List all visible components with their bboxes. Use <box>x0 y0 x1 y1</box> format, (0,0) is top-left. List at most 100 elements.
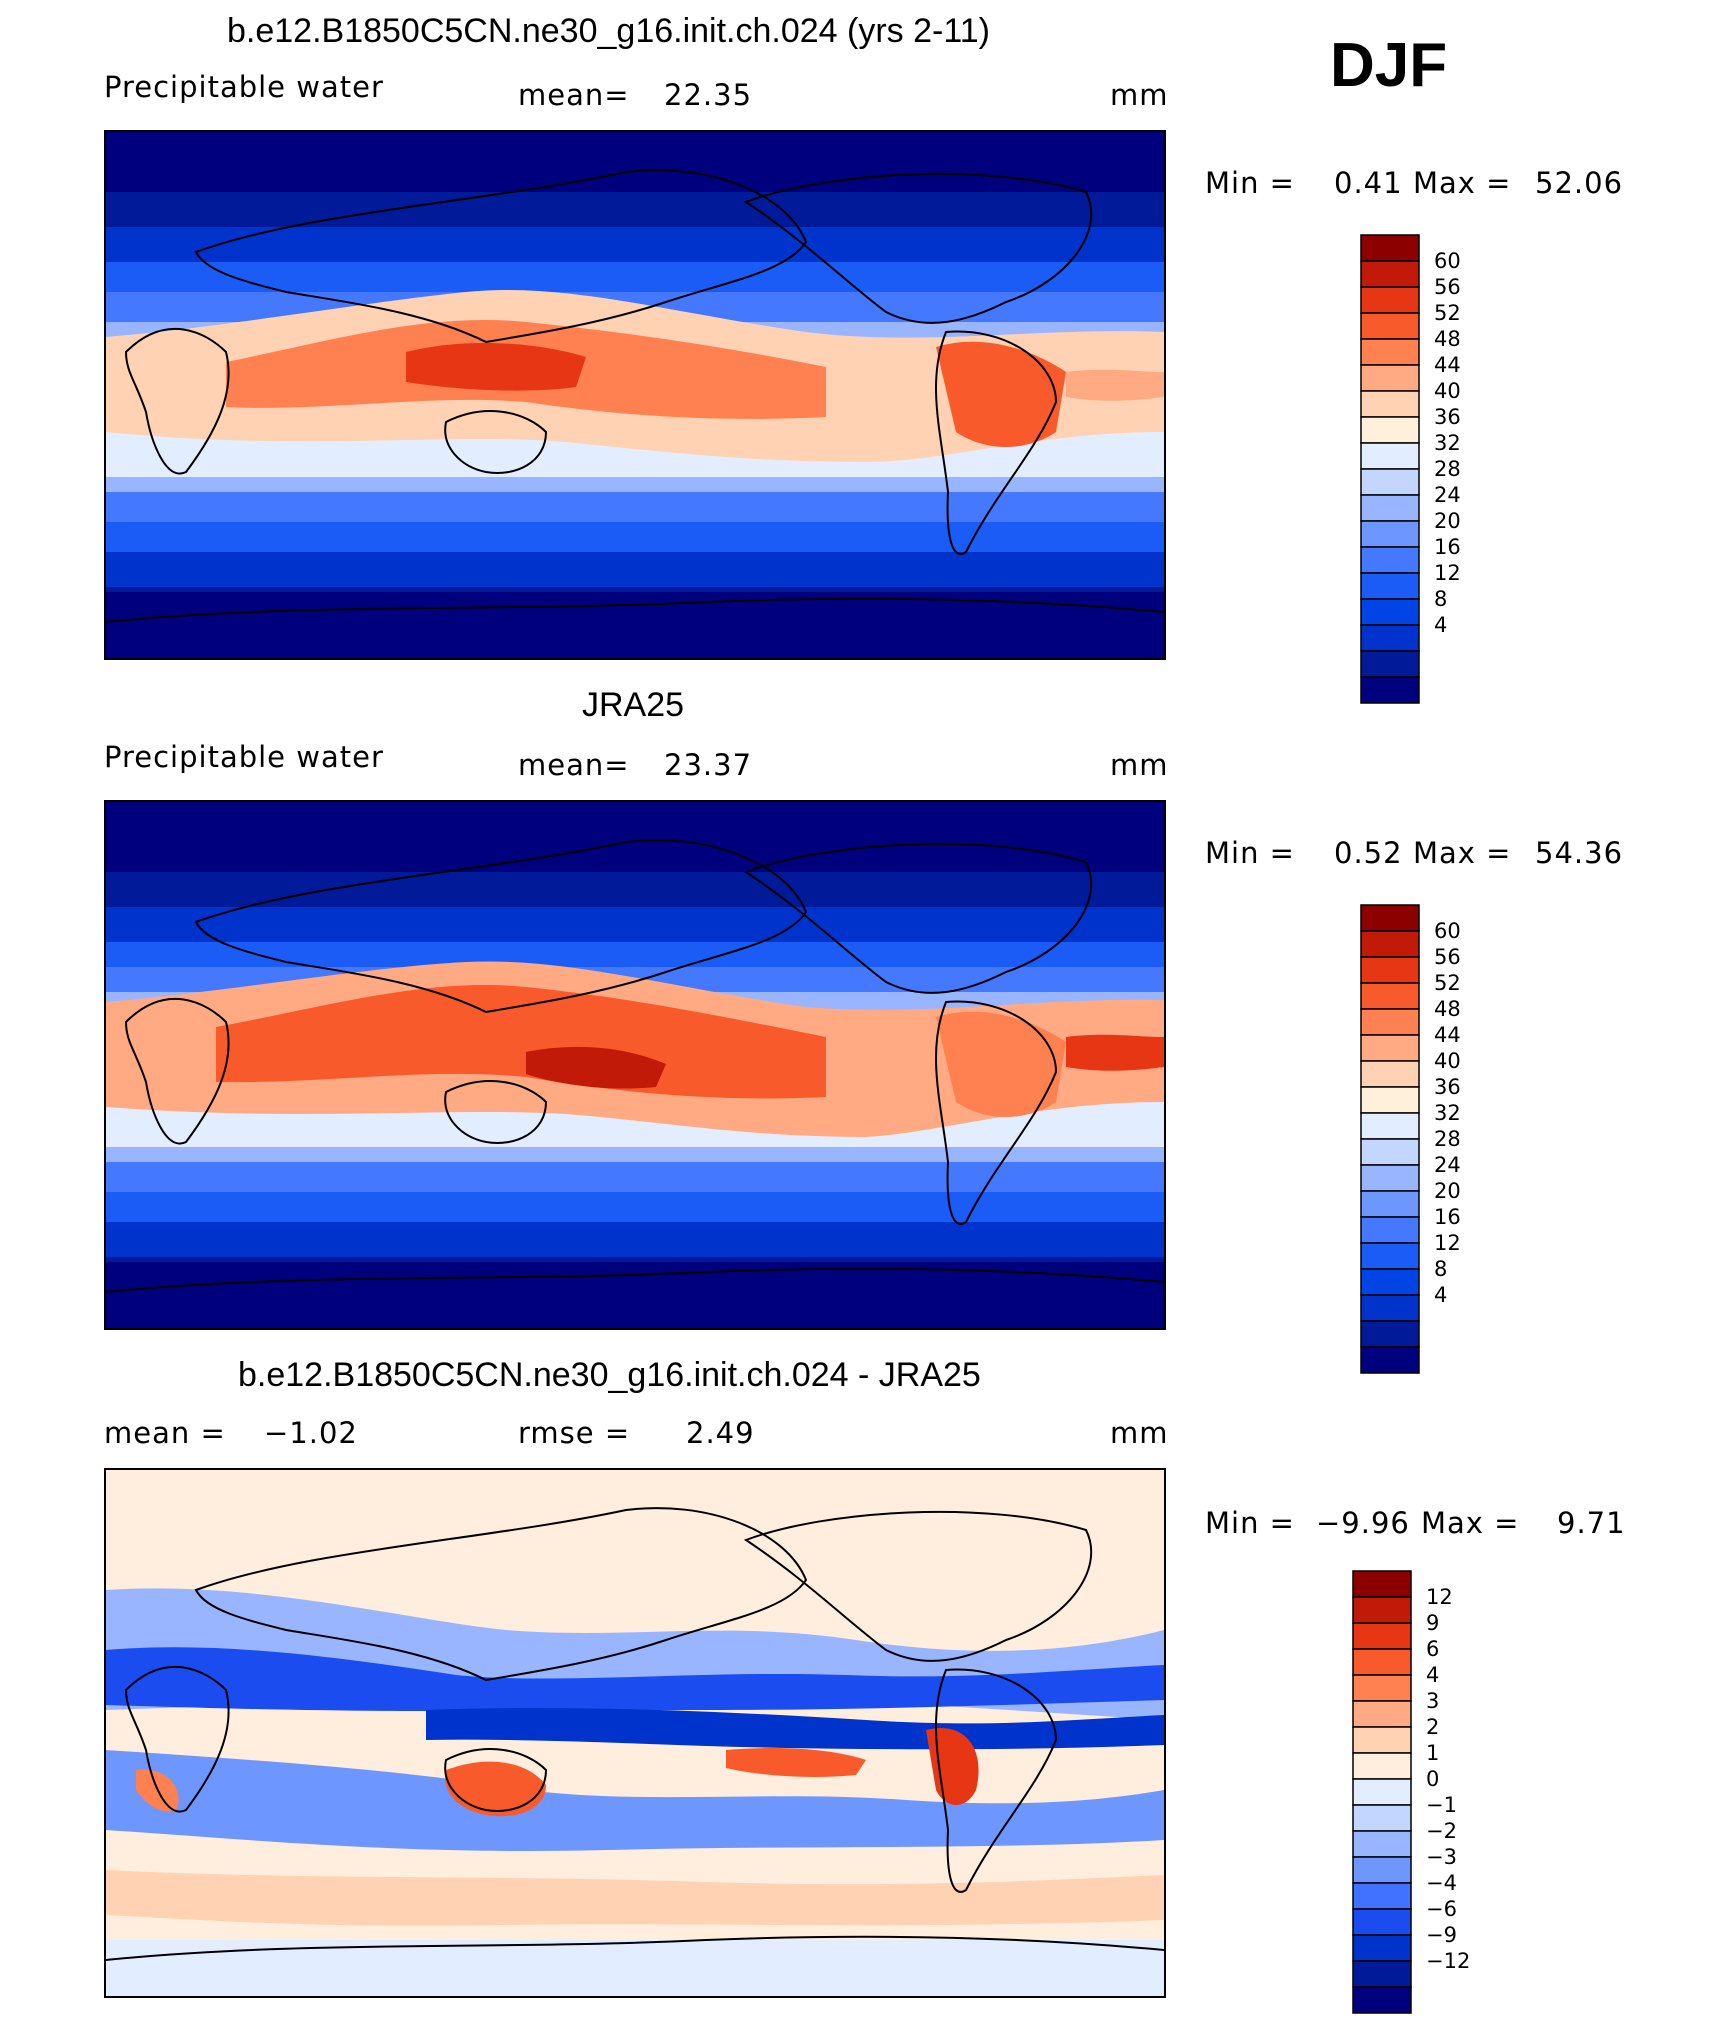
colorbar-swatch <box>1360 930 1420 958</box>
map3-antarctica <box>106 1935 1164 1961</box>
panel3-rmse-value: 2.49 <box>686 1416 755 1450</box>
panel2-mean-value: 23.37 <box>664 748 753 782</box>
map3-polar-s <box>106 1940 1164 1996</box>
colorbar-swatch <box>1360 286 1420 314</box>
colorbar-swatch <box>1360 390 1420 418</box>
colorbar-swatch <box>1360 624 1420 652</box>
colorbar-tick-label: 20 <box>1434 1179 1461 1203</box>
panel2-colorbar: 60 56 52 48 44 40 36 32 28 24 20 16 12 8 4 <box>1360 904 1498 1380</box>
map2-itcz-core <box>216 985 826 1099</box>
colorbar-tick-label: 60 <box>1434 919 1461 943</box>
map2-polar-s <box>106 1262 1164 1328</box>
colorbar-swatch <box>1360 650 1420 678</box>
panel1-max-value: 52.06 <box>1535 166 1624 200</box>
panel3-mean-label: mean = <box>104 1416 226 1450</box>
map3-pos-andes <box>926 1728 979 1805</box>
map2-africa <box>124 997 230 1145</box>
map1-south-america <box>935 330 1058 555</box>
colorbar-swatch <box>1352 1830 1412 1858</box>
panel2-map-svg <box>106 802 1164 1328</box>
colorbar-tick-label: 2 <box>1426 1715 1439 1739</box>
colorbar-swatch <box>1360 1034 1420 1062</box>
map1-atlantic <box>1066 369 1164 401</box>
colorbar-tick-label: 24 <box>1434 483 1461 507</box>
panel2-max-value: 54.36 <box>1535 836 1624 870</box>
panel2-variable: Precipitable water <box>104 740 384 774</box>
colorbar-tick-label: −3 <box>1426 1845 1457 1869</box>
panel2-mean-label: mean= <box>518 748 630 782</box>
panel2-title: JRA25 <box>582 686 685 724</box>
panel1-mean-value: 22.35 <box>664 78 753 112</box>
colorbar-swatch <box>1360 1294 1420 1322</box>
colorbar-swatch <box>1360 1320 1420 1348</box>
colorbar-tick-label: 3 <box>1426 1689 1439 1713</box>
panel3-max-label: Max = <box>1421 1506 1520 1540</box>
colorbar-swatch <box>1360 956 1420 984</box>
colorbar-swatch <box>1352 1882 1412 1910</box>
colorbar-swatch <box>1360 676 1420 704</box>
colorbar-swatch <box>1360 1008 1420 1036</box>
panel2-units: mm <box>1110 748 1169 782</box>
colorbar-swatch <box>1352 1752 1412 1780</box>
colorbar-swatch <box>1352 1856 1412 1884</box>
panel1-min-label: Min = <box>1205 166 1295 200</box>
colorbar-tick-label: 24 <box>1434 1153 1461 1177</box>
colorbar-swatch <box>1360 520 1420 548</box>
panel2-min-label: Min = <box>1205 836 1295 870</box>
map3-neg-band-mid <box>426 1708 1164 1750</box>
colorbar-tick-label: 8 <box>1434 1257 1447 1281</box>
panel1-colorbar: 60 56 52 48 44 40 36 32 28 24 20 16 12 8 4 <box>1360 234 1498 710</box>
map3-africa <box>124 1665 230 1813</box>
colorbar-tick-label: 48 <box>1434 327 1461 351</box>
colorbar-tick-label: 4 <box>1434 613 1447 637</box>
colorbar-swatch <box>1360 904 1420 932</box>
map2-north-america <box>743 842 1093 994</box>
map1-north-america <box>743 172 1093 324</box>
colorbar-tick-label: 36 <box>1434 1075 1461 1099</box>
colorbar-tick-label: 20 <box>1434 509 1461 533</box>
colorbar-swatch <box>1352 1726 1412 1754</box>
colorbar-tick-label: 0 <box>1426 1767 1439 1791</box>
colorbar-swatch <box>1360 1268 1420 1296</box>
panel3-min-label: Min = <box>1205 1506 1295 1540</box>
colorbar-tick-label: 36 <box>1434 405 1461 429</box>
colorbar-tick-label: −6 <box>1426 1897 1457 1921</box>
colorbar-swatch <box>1352 1960 1412 1988</box>
colorbar-tick-label: 28 <box>1434 457 1461 481</box>
colorbar-tick-label: 1 <box>1426 1741 1439 1765</box>
colorbar-swatch <box>1360 1216 1420 1244</box>
map3-eurasia <box>194 1507 808 1682</box>
panel2-max-label: Max = <box>1413 836 1512 870</box>
map3-light-south <box>106 1870 1164 1926</box>
map2-australia <box>444 1080 548 1144</box>
colorbar-swatch <box>1360 338 1420 366</box>
colorbar-swatch <box>1352 1700 1412 1728</box>
colorbar-swatch <box>1352 1570 1412 1598</box>
colorbar-tick-label: 44 <box>1434 353 1461 377</box>
colorbar-swatch <box>1360 1138 1420 1166</box>
panel3-max-value: 9.71 <box>1557 1506 1626 1540</box>
colorbar-swatch <box>1352 1674 1412 1702</box>
colorbar-swatch <box>1352 1986 1412 2014</box>
colorbar-swatch <box>1360 982 1420 1010</box>
season-label: DJF <box>1330 31 1448 100</box>
colorbar-swatch <box>1352 1908 1412 1936</box>
colorbar-swatch <box>1352 1622 1412 1650</box>
panel3-map-svg <box>106 1470 1164 1996</box>
map1-eurasia <box>194 169 808 344</box>
map2-atlantic <box>1066 1034 1164 1071</box>
colorbar-swatch <box>1360 1346 1420 1374</box>
colorbar-swatch <box>1360 1242 1420 1270</box>
colorbar-swatch <box>1352 1596 1412 1624</box>
map3-pos-pacific <box>726 1748 866 1778</box>
colorbar-tick-label: −12 <box>1426 1949 1470 1973</box>
map3-coastlines <box>106 1507 1164 1961</box>
map3-neg-south <box>106 1750 1164 1851</box>
colorbar-tick-label: 40 <box>1434 379 1461 403</box>
colorbar-tick-label: 32 <box>1434 431 1461 455</box>
colorbar-tick-label: −2 <box>1426 1819 1457 1843</box>
colorbar-tick-label: 28 <box>1434 1127 1461 1151</box>
